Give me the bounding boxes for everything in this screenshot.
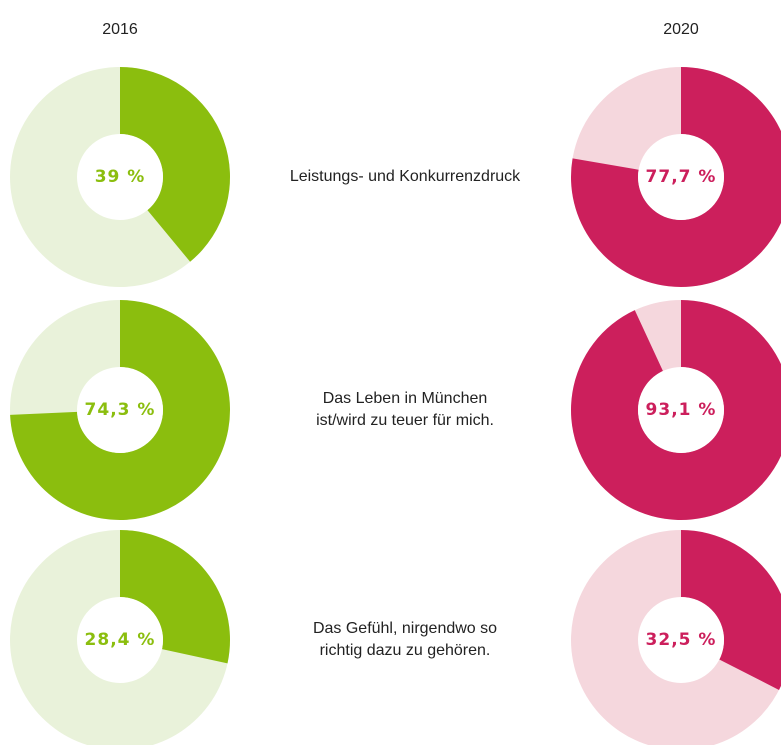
row-label: Das Gefühl, nirgendwo so richtig dazu zu…	[312, 620, 498, 659]
row-label: Das Leben in München ist/wird zu teuer f…	[316, 390, 494, 429]
value-label: 93,1 %	[645, 400, 717, 420]
donut-hole	[638, 367, 724, 453]
column-title: 2020	[663, 21, 699, 38]
value-label: 32,5 %	[645, 630, 717, 650]
donut-segment	[571, 67, 781, 287]
donut-segment	[10, 300, 230, 520]
donut-hole	[77, 134, 163, 220]
value-label: 28,4 %	[84, 630, 156, 650]
donut-hole	[638, 134, 724, 220]
row-label: Leistungs- und Konkurrenzdruck	[289, 168, 521, 185]
donut-hole	[77, 367, 163, 453]
value-label: 77,7 %	[645, 167, 717, 187]
value-label: 39 %	[94, 167, 146, 187]
donut-hole	[638, 597, 724, 683]
donut-segment	[120, 67, 230, 262]
donut-segment	[571, 300, 781, 520]
value-label: 74,3 %	[84, 400, 156, 420]
donut-segment	[681, 530, 781, 690]
column-title: 2016	[102, 21, 138, 38]
donut-hole	[77, 597, 163, 683]
donut-segment	[120, 530, 231, 664]
